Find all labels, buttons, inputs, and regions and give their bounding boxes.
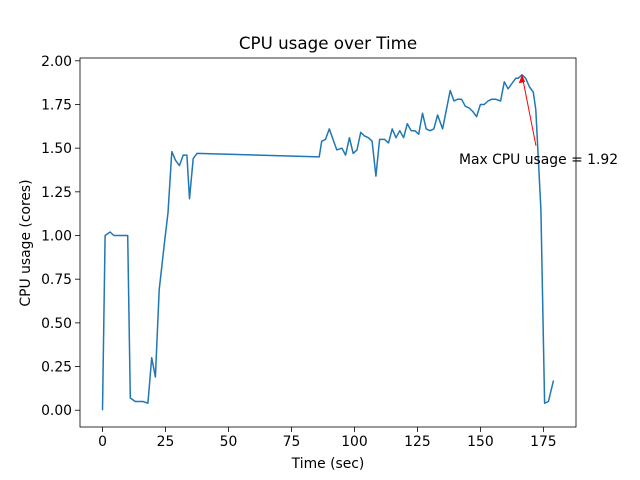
x-tick-label: 50 xyxy=(220,434,238,450)
y-tick-label: 0.75 xyxy=(41,272,72,288)
x-tick-label: 100 xyxy=(341,434,368,450)
x-tick-label: 175 xyxy=(530,434,557,450)
x-tick-label: 25 xyxy=(157,434,175,450)
x-tick-label: 75 xyxy=(283,434,301,450)
y-tick-label: 0.00 xyxy=(41,403,72,419)
data-line xyxy=(101,74,555,411)
annotation-text: Max CPU usage = 1.92 xyxy=(459,152,618,168)
x-tick-label: 125 xyxy=(404,434,431,450)
y-tick-label: 0.25 xyxy=(41,360,72,376)
y-tick-label: 0.50 xyxy=(41,316,72,332)
y-tick-label: 1.00 xyxy=(41,229,72,245)
chart-title: CPU usage over Time xyxy=(239,33,417,53)
y-axis-label: CPU usage (cores) xyxy=(18,179,34,306)
x-tick-label: 150 xyxy=(467,434,494,450)
plot-frame xyxy=(79,57,577,428)
y-tick-label: 1.50 xyxy=(41,141,72,157)
y-tick-label: 1.75 xyxy=(41,97,72,113)
x-tick-label: 0 xyxy=(98,434,107,450)
y-tick-label: 1.25 xyxy=(41,185,72,201)
y-tick-label: 2.00 xyxy=(41,54,72,70)
x-axis-label: Time (sec) xyxy=(291,456,365,472)
annotation-arrow xyxy=(521,74,537,146)
annotation-arrowhead xyxy=(518,74,526,84)
